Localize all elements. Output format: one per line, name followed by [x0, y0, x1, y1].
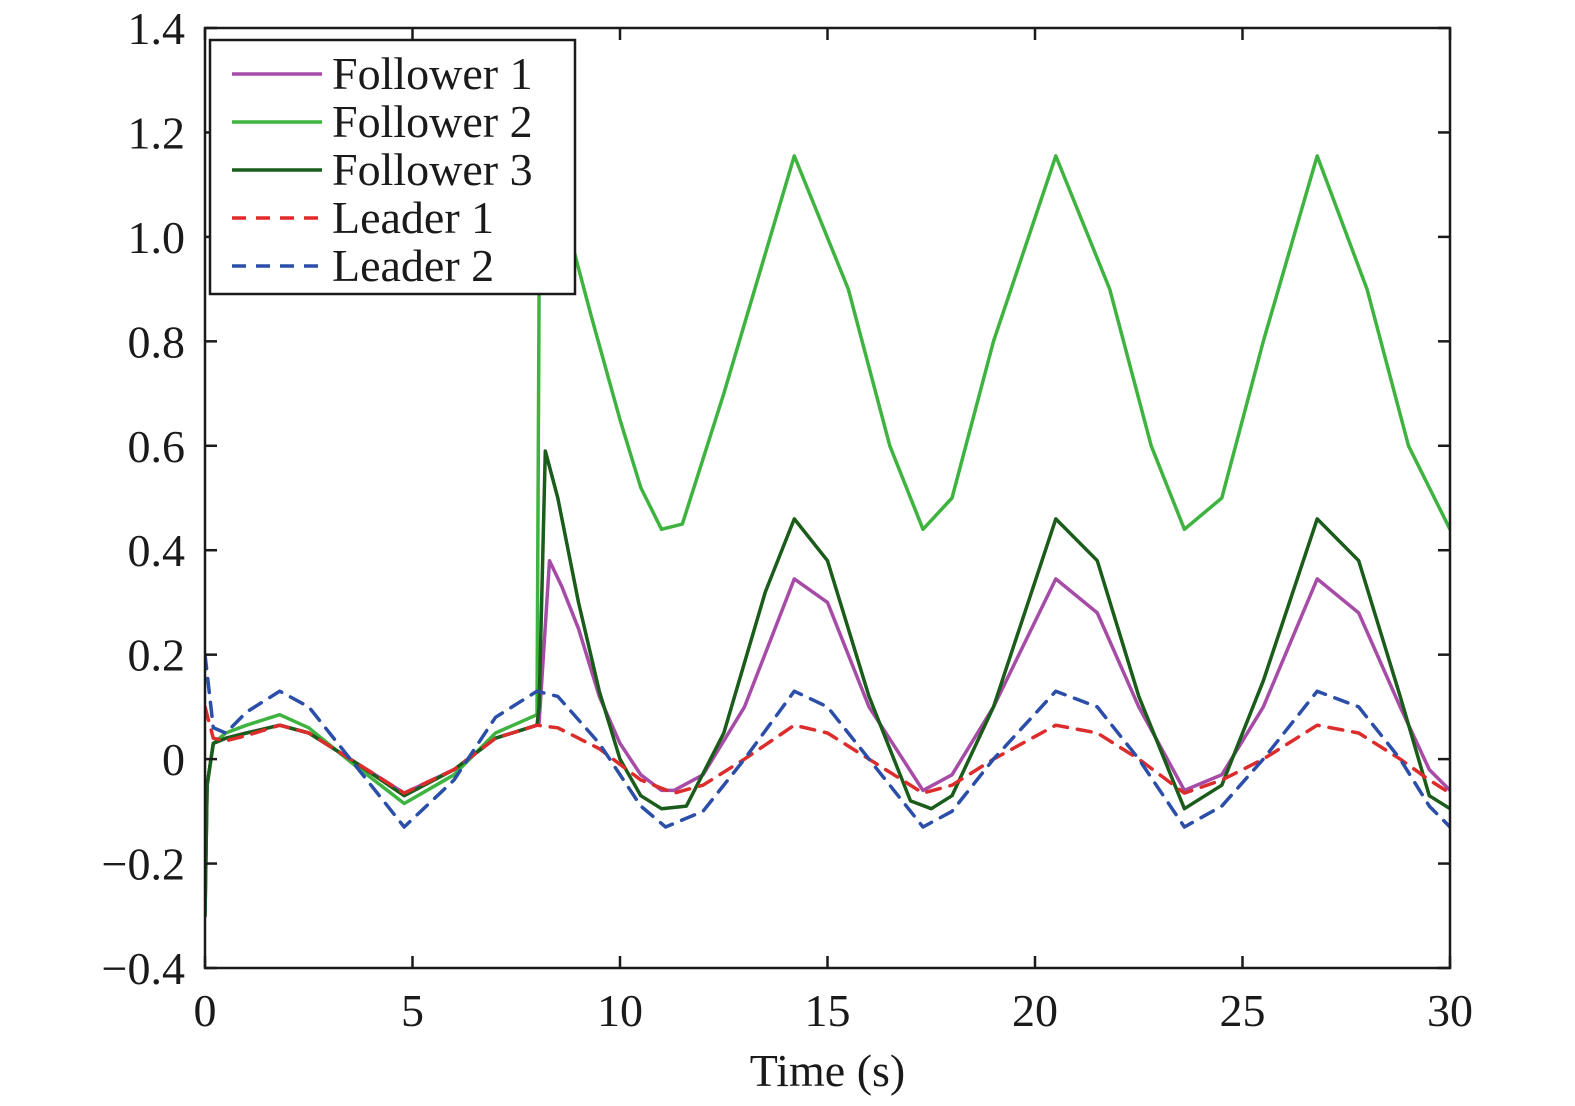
- y-tick-label: 1.2: [128, 107, 186, 158]
- series-line-5: [205, 652, 1450, 829]
- legend-entry: Follower 3: [232, 144, 533, 195]
- x-axis-label: Time (s): [750, 1045, 906, 1096]
- legend-entry: Follower 2: [232, 96, 533, 147]
- y-tick-label: 1.4: [128, 3, 186, 54]
- x-tick-label: 5: [401, 985, 424, 1036]
- series-line-4: [205, 705, 1450, 795]
- x-tick-label: 10: [597, 985, 643, 1036]
- legend-label: Follower 1: [332, 48, 533, 99]
- series-line-2: [205, 154, 1450, 918]
- axis-ticks: [203, 26, 1452, 970]
- y-tick-label: 0.8: [128, 316, 186, 367]
- y-tick-label: 0: [162, 734, 185, 785]
- series-line-3: [205, 449, 1450, 918]
- y-tick-label: −0.2: [102, 839, 185, 890]
- x-tick-label: 20: [1012, 985, 1058, 1036]
- y-tick-label: 1.0: [128, 212, 186, 263]
- legend-label: Leader 1: [332, 192, 494, 243]
- y-tick-label: 0.4: [128, 525, 186, 576]
- axis-tick-labels: 0 5 10 15 20 25 30 −0.4 −0.2 0 0.2 0.4 0.6 0.8 1.0 1.2 1…: [102, 3, 1473, 1036]
- x-tick-label: 30: [1427, 985, 1473, 1036]
- legend-box: [208, 38, 577, 296]
- legend-entry: Follower 1: [232, 48, 533, 99]
- y-tick-label: 0.6: [128, 421, 186, 472]
- y-tick-label: −0.4: [102, 943, 185, 994]
- x-tick-label: 15: [805, 985, 851, 1036]
- legend-label: Leader 2: [332, 240, 494, 291]
- legend-label: Follower 2: [332, 96, 533, 147]
- series-line-1: [205, 558, 1450, 918]
- x-tick-label: 0: [194, 985, 217, 1036]
- x-tick-label: 25: [1220, 985, 1266, 1036]
- y-tick-label: 0.2: [128, 630, 186, 681]
- plot-lines: [205, 154, 1450, 918]
- legend-entry: Leader 1: [232, 192, 494, 243]
- legend-entry: Leader 2: [232, 240, 494, 291]
- legend-label: Follower 3: [332, 144, 533, 195]
